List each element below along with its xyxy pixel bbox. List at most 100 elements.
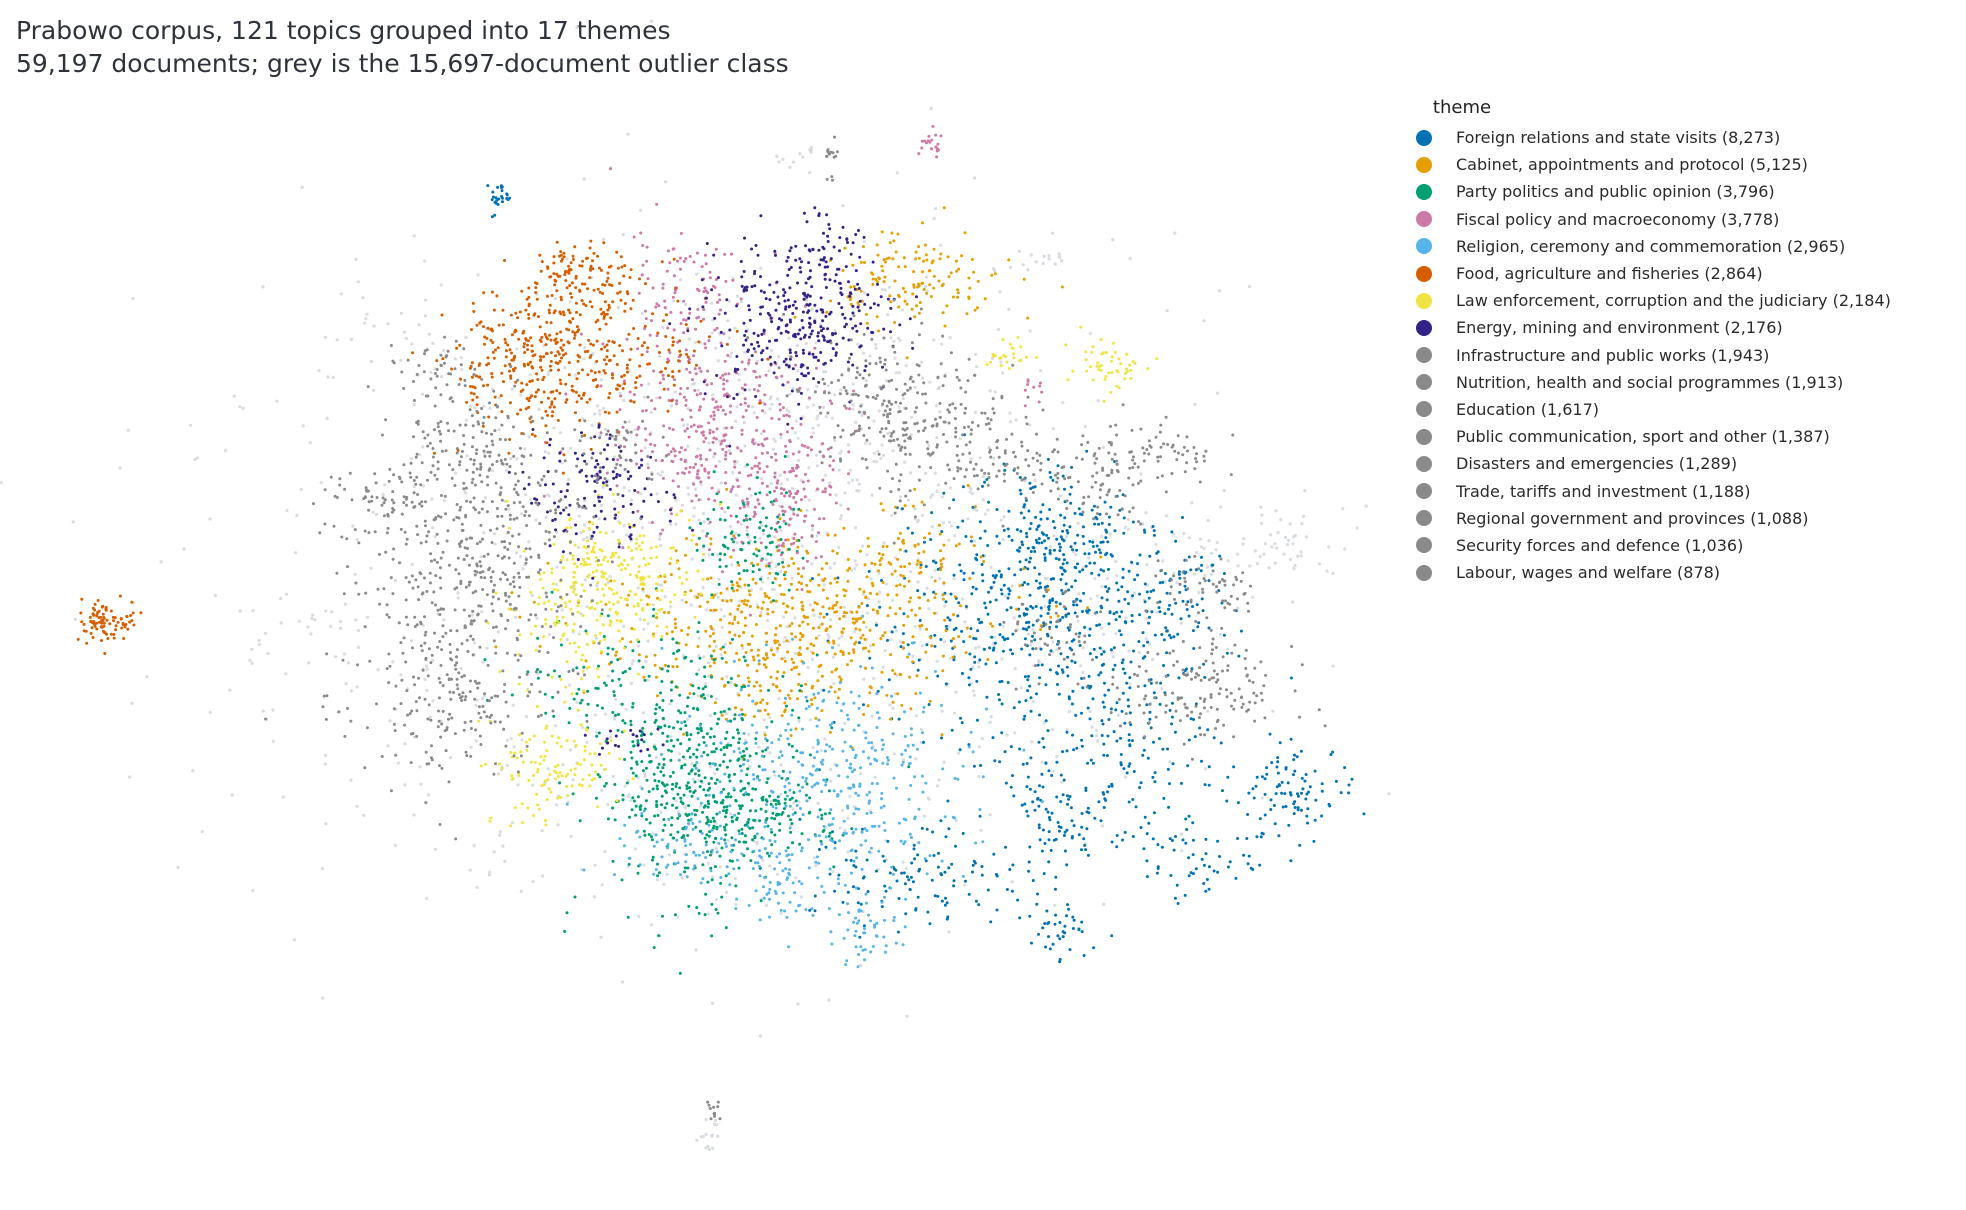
scatter-point (399, 358, 403, 362)
scatter-point (733, 633, 737, 637)
scatter-point (1120, 610, 1124, 614)
scatter-point (728, 524, 732, 529)
scatter-point (1065, 730, 1069, 734)
scatter-point (1181, 838, 1185, 842)
scatter-point (730, 487, 734, 491)
scatter-point (657, 762, 661, 766)
scatter-point (1202, 863, 1206, 867)
scatter-point (815, 464, 820, 468)
scatter-point (1292, 773, 1295, 777)
scatter-point (670, 823, 673, 827)
scatter-point (1030, 941, 1033, 945)
chart-title: Prabowo corpus, 121 topics grouped into … (16, 16, 671, 45)
scatter-point (669, 688, 673, 692)
scatter-point (663, 806, 667, 810)
scatter-point (670, 816, 674, 820)
scatter-point (791, 606, 795, 610)
scatter-point (797, 683, 801, 686)
scatter-point (788, 624, 792, 628)
scatter-point (854, 865, 858, 869)
scatter-point (1129, 660, 1133, 664)
scatter-point (1255, 562, 1259, 566)
scatter-point (1062, 558, 1066, 562)
scatter-point (917, 282, 921, 286)
scatter-point (877, 552, 881, 556)
scatter-point (702, 308, 706, 311)
scatter-point (1185, 608, 1189, 611)
scatter-point (1022, 277, 1026, 281)
scatter-point (857, 694, 861, 698)
scatter-point (954, 626, 958, 630)
scatter-point (909, 875, 913, 879)
scatter-point (1102, 662, 1106, 666)
scatter-point (886, 638, 889, 642)
scatter-point (872, 419, 876, 423)
scatter-point (284, 672, 288, 676)
scatter-point (805, 405, 810, 409)
chart-title-block: Prabowo corpus, 121 topics grouped into … (16, 14, 789, 80)
scatter-point (854, 849, 858, 853)
scatter-point (575, 700, 579, 704)
scatter-point (710, 902, 714, 906)
scatter-point (858, 935, 862, 939)
scatter-point (760, 580, 765, 584)
scatter-point (1289, 676, 1293, 680)
scatter-point (1049, 649, 1053, 653)
scatter-point (648, 432, 652, 436)
scatter-point (1080, 930, 1084, 934)
scatter-point (775, 530, 779, 533)
scatter-point (708, 830, 711, 834)
scatter-point (773, 439, 777, 443)
scatter-point (776, 639, 779, 643)
scatter-point (681, 471, 685, 475)
scatter-point (909, 471, 913, 475)
scatter-point (1153, 811, 1156, 815)
scatter-point (787, 414, 791, 418)
scatter-point (628, 390, 632, 394)
scatter-point (766, 824, 770, 828)
scatter-point (661, 373, 665, 377)
scatter-point (1029, 756, 1033, 760)
scatter-point (765, 619, 770, 623)
scatter-point (869, 644, 873, 648)
scatter-point (683, 806, 688, 810)
scatter-point (738, 599, 742, 603)
scatter-point (1031, 606, 1035, 610)
scatter-point (668, 702, 672, 706)
scatter-point (682, 732, 686, 736)
scatter-point (989, 622, 993, 626)
scatter-point (1098, 646, 1102, 650)
scatter-point (639, 208, 643, 213)
scatter-point (644, 317, 648, 321)
scatter-point (733, 615, 737, 619)
scatter-point (701, 693, 705, 697)
scatter-point (666, 387, 670, 391)
scatter-point (1080, 920, 1084, 924)
scatter-point (892, 752, 897, 756)
scatter-point (685, 784, 689, 788)
scatter-point (1178, 590, 1182, 594)
scatter-point (831, 830, 834, 834)
scatter-point (911, 292, 915, 296)
scatter-point (702, 788, 706, 792)
scatter-point (941, 669, 945, 673)
scatter-point (810, 577, 814, 581)
scatter-point (719, 710, 723, 714)
scatter-point (1039, 517, 1043, 521)
scatter-point (486, 184, 490, 188)
scatter-point (935, 155, 939, 159)
scatter-point (1068, 492, 1072, 496)
scatter-point (781, 560, 785, 564)
scatter-point (423, 677, 427, 682)
scatter-point (935, 659, 939, 664)
scatter-point (1289, 793, 1293, 797)
scatter-point (321, 996, 325, 1000)
scatter-point (1119, 633, 1123, 637)
scatter-point (701, 687, 705, 691)
scatter-point (1110, 934, 1114, 938)
scatter-point (1100, 652, 1104, 656)
scatter-point (1085, 449, 1089, 453)
scatter-point (1068, 948, 1072, 952)
scatter-point (1179, 832, 1183, 836)
scatter-point (752, 552, 756, 556)
